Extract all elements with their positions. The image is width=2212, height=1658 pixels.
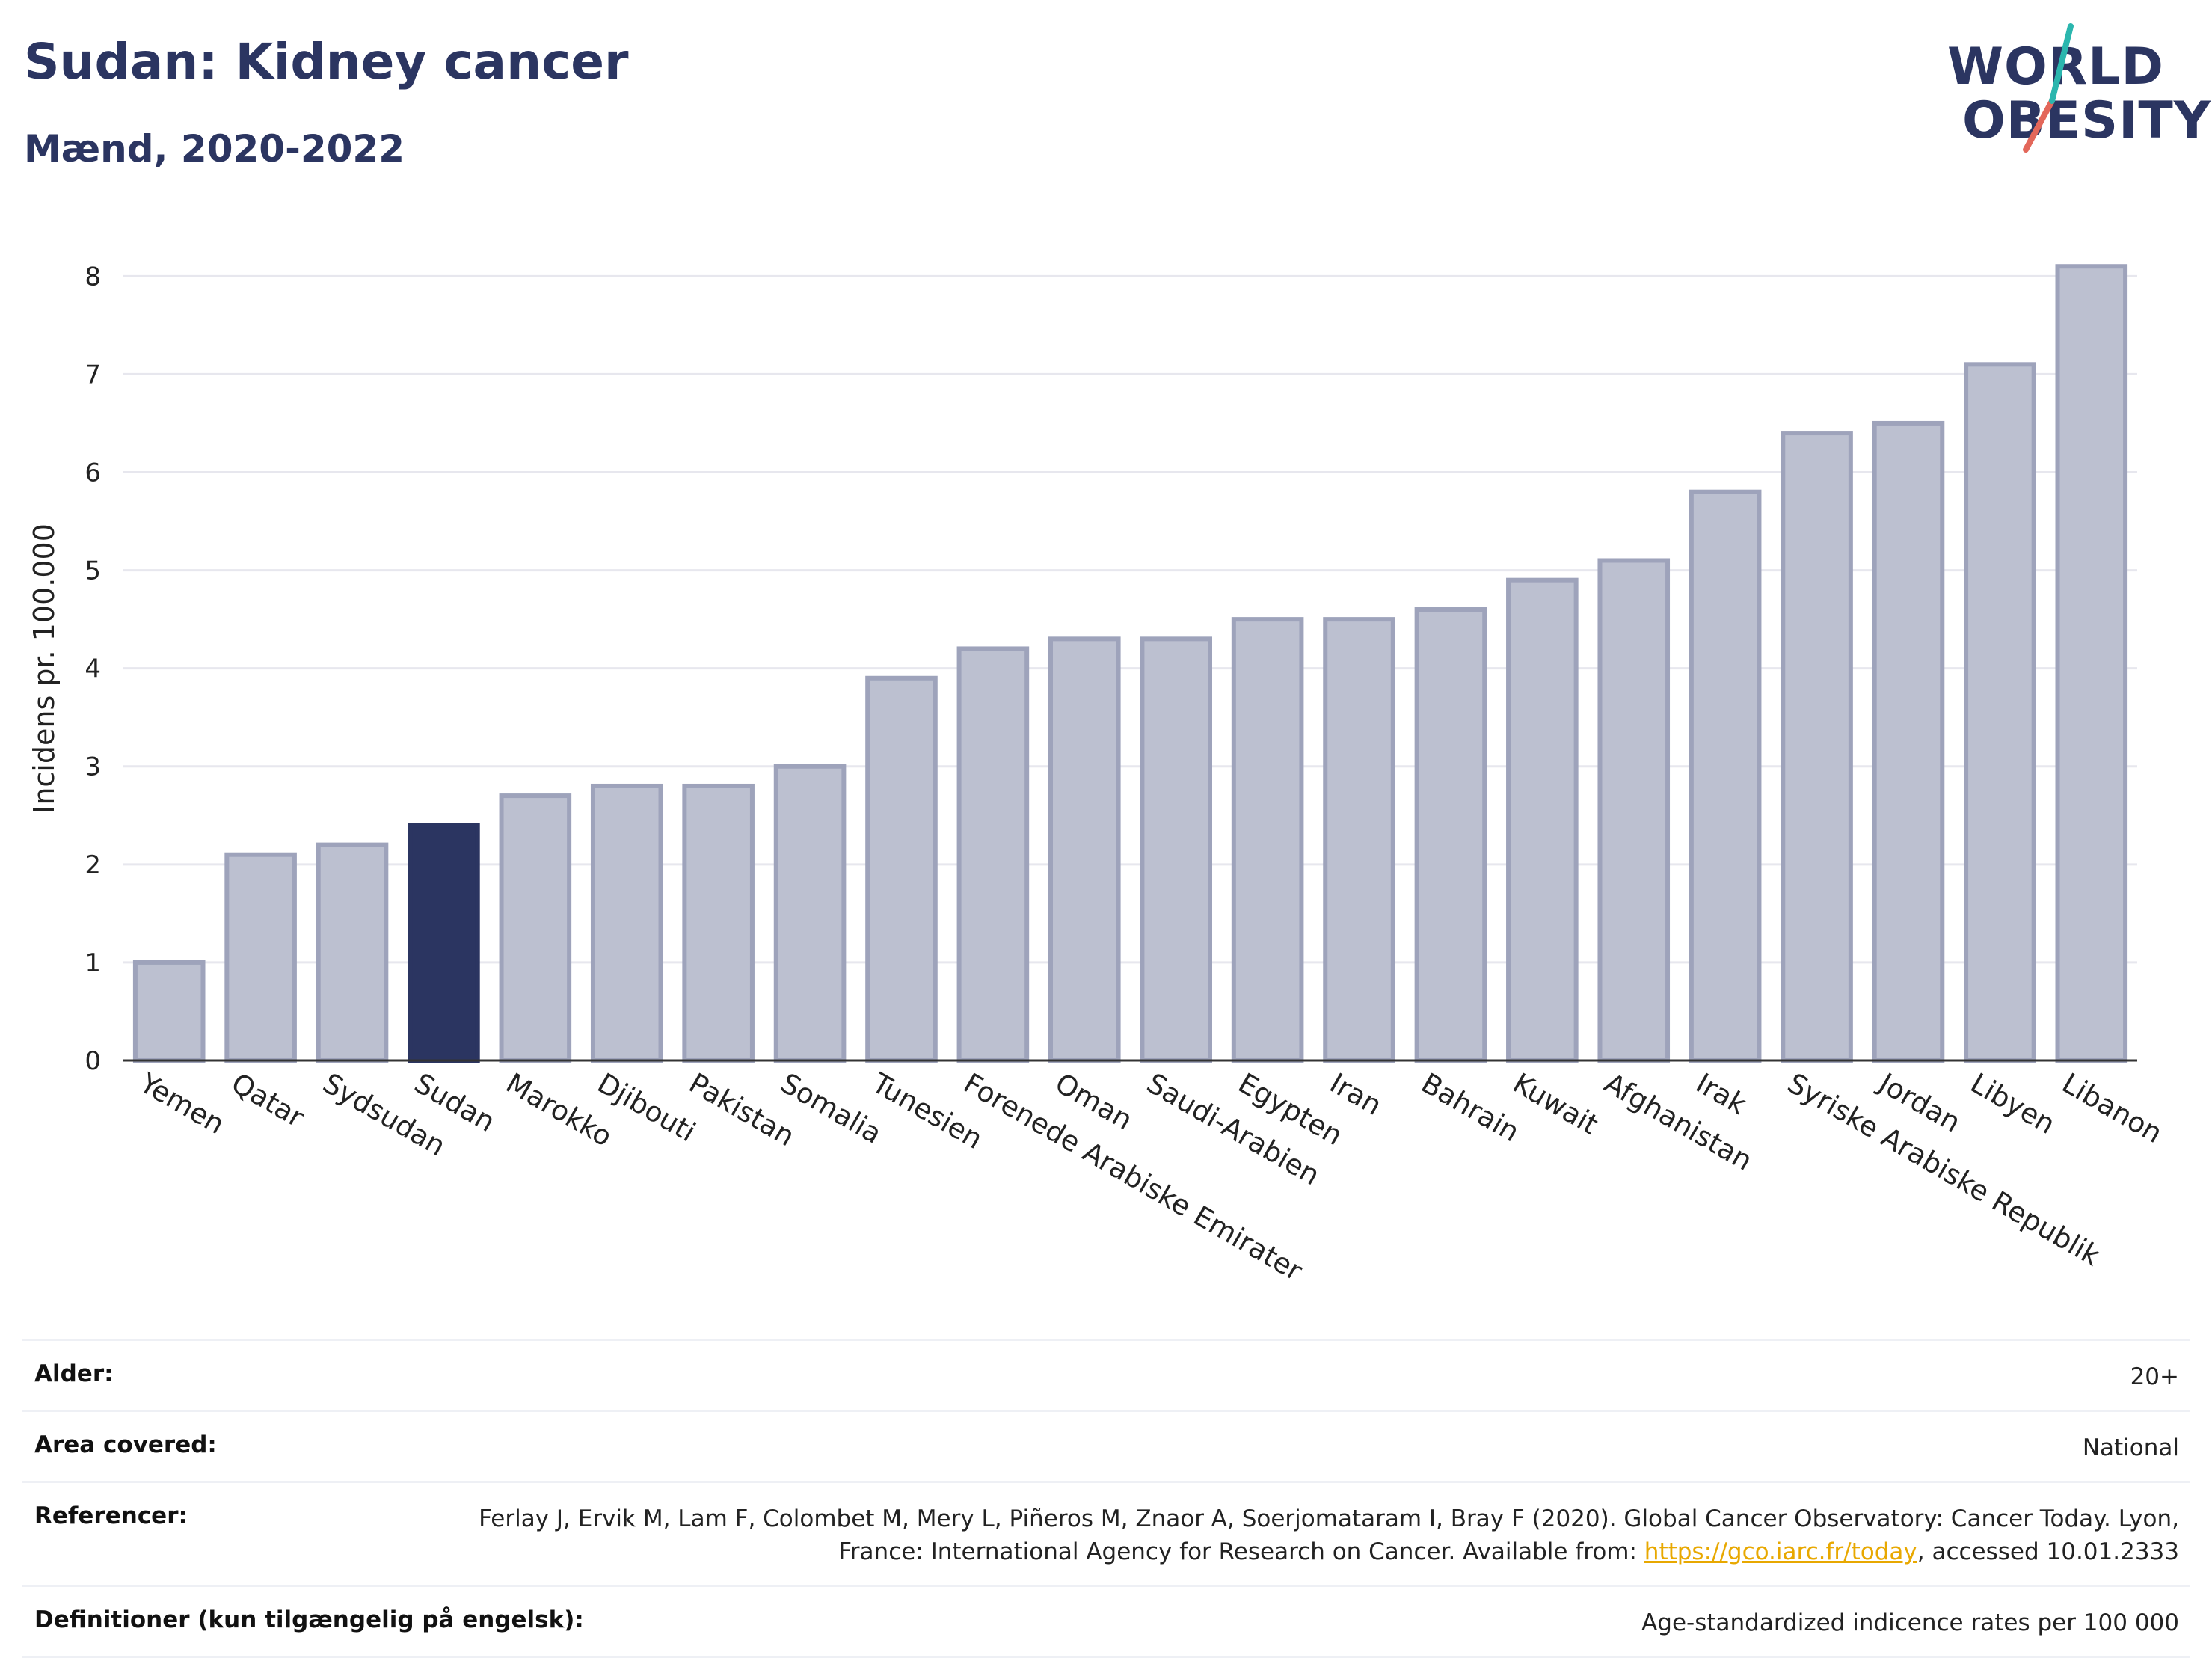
y-tick-label: 4 [85, 654, 101, 684]
bar-yemen [132, 960, 206, 1063]
bar-syriske-arabiske-republik [1781, 431, 1853, 1063]
world-obesity-logo[interactable]: WORLD OBESITY [1947, 22, 2211, 165]
y-tick-label: 6 [85, 458, 101, 488]
bar-qatar [224, 852, 297, 1063]
x-tick-label: Bahrain [1416, 1067, 1524, 1149]
x-tick-label: Qatar [226, 1067, 310, 1134]
bar-sudan [408, 823, 480, 1063]
bar-kuwait [1506, 577, 1579, 1063]
y-tick-label: 1 [85, 948, 101, 978]
x-tick-label: Kuwait [1508, 1067, 1604, 1141]
y-tick-label: 7 [85, 360, 101, 390]
bar-irak [1689, 489, 1762, 1063]
bar-saudi-arabien [1140, 636, 1212, 1063]
x-tick-label: Libyen [1965, 1067, 2061, 1140]
info-row-age: Alder: 20+ [22, 1339, 2190, 1410]
bar-jordan [1872, 420, 1945, 1063]
logo-slash-icon [2023, 23, 2074, 153]
ref-text-2: , accessed 10.01.2333 [1917, 1538, 2179, 1565]
info-def-label: Definitioner (kun tilgængelig på engelsk… [34, 1606, 584, 1633]
bar-pakistan [682, 783, 755, 1063]
bar-iran [1323, 617, 1395, 1063]
x-tick-label: Yemen [134, 1066, 230, 1140]
y-axis-label: Incidens pr. 100.000 [28, 524, 61, 814]
info-area-value: National [2082, 1434, 2179, 1461]
y-tick-label: 8 [85, 262, 101, 292]
info-row-definitions: Definitioner (kun tilgængelig på engelsk… [22, 1585, 2190, 1658]
bar-libanon [2055, 264, 2128, 1063]
bar-forenede-arabiske-emirater [956, 646, 1030, 1063]
x-tick-label: Iran [1324, 1067, 1387, 1122]
info-row-area: Area covered: National [22, 1410, 2190, 1481]
bar-sydsudan [316, 842, 389, 1063]
y-tick-label: 3 [85, 752, 101, 782]
ref-text-1: Ferlay J, Ervik M, Lam F, Colombet M, Me… [479, 1505, 2179, 1565]
bar-libyen [1964, 362, 2036, 1063]
x-tick-label: Irak [1691, 1067, 1753, 1122]
info-ref-label: Referencer: [34, 1502, 188, 1529]
info-area-label: Area covered: [34, 1431, 217, 1458]
info-age-value: 20+ [2130, 1363, 2179, 1390]
info-row-references: Referencer: Ferlay J, Ervik M, Lam F, Co… [22, 1481, 2190, 1585]
y-tick-label: 0 [85, 1046, 101, 1076]
page-subtitle: Mænd, 2020-2022 [24, 127, 405, 171]
x-tick-label: Pakistan [683, 1067, 800, 1153]
info-def-value: Age-standardized indicence rates per 100… [1641, 1609, 2179, 1636]
bar-djibouti [590, 783, 663, 1063]
bar-afghanistan [1597, 558, 1671, 1063]
logo-line-2: OBESITY [1962, 91, 2211, 150]
bar-somalia [773, 764, 847, 1063]
page-title: Sudan: Kidney cancer [24, 33, 629, 90]
y-tick-label: 2 [85, 850, 101, 880]
bar-oman [1048, 636, 1121, 1063]
bar-tunesien [865, 675, 938, 1063]
ref-link[interactable]: https://gco.iarc.fr/today [1644, 1538, 1917, 1565]
info-ref-value: Ferlay J, Ervik M, Lam F, Colombet M, Me… [459, 1502, 2179, 1568]
info-table: Alder: 20+ Area covered: National Refere… [22, 1339, 2190, 1658]
bar-bahrain [1414, 607, 1487, 1063]
info-age-label: Alder: [34, 1360, 114, 1387]
x-tick-label: Libanon [2056, 1067, 2167, 1150]
bar-marokko [499, 793, 572, 1063]
y-tick-label: 5 [85, 556, 101, 586]
bar-egypten [1231, 617, 1304, 1063]
